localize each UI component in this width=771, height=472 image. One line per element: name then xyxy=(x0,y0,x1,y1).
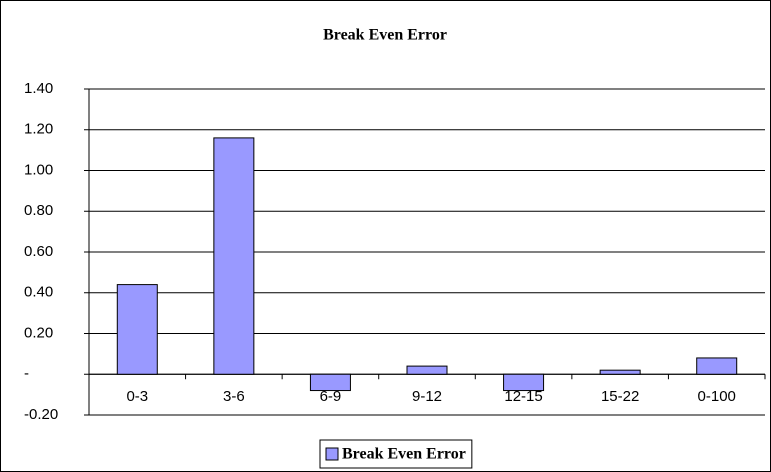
x-tick-label: 9-12 xyxy=(412,388,442,405)
y-tick-label: 1.20 xyxy=(24,121,53,138)
x-tick-label: 0-100 xyxy=(698,388,736,405)
legend-swatch xyxy=(325,447,339,461)
bar xyxy=(503,373,545,392)
bar xyxy=(309,373,351,392)
bar xyxy=(599,369,641,375)
y-tick-label: 0.20 xyxy=(24,324,53,341)
legend-box xyxy=(319,439,473,469)
y-tick-label: 0.80 xyxy=(24,202,53,219)
y-tick-label: 1.40 xyxy=(24,80,53,97)
bar xyxy=(696,357,738,375)
y-tick-label: - xyxy=(24,365,29,382)
y-tick-label: 0.60 xyxy=(24,243,53,260)
x-tick-label: 15-22 xyxy=(601,388,639,405)
x-tick-label: 12-15 xyxy=(504,388,542,405)
bar xyxy=(116,284,158,375)
legend-label: Break Even Error xyxy=(342,446,466,463)
bar xyxy=(406,365,448,375)
y-tick-label: 0.40 xyxy=(24,284,53,301)
bar xyxy=(213,137,255,375)
y-tick-label: 1.00 xyxy=(24,161,53,178)
x-tick-label: 3-6 xyxy=(223,388,245,405)
y-tick-label: -0.20 xyxy=(24,406,58,423)
chart-title: Break Even Error xyxy=(323,27,447,44)
x-tick-label: 0-3 xyxy=(126,388,148,405)
x-tick-label: 6-9 xyxy=(320,388,342,405)
